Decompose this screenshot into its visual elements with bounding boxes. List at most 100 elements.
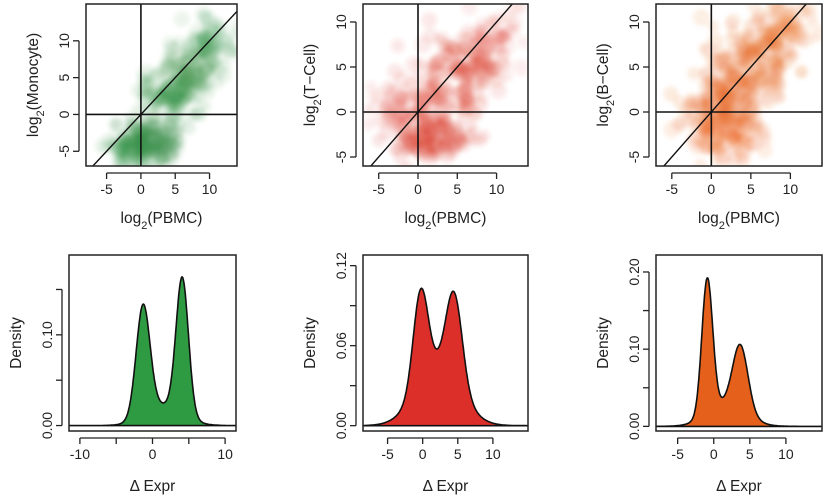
y-tick-label: -5 [333, 151, 349, 164]
density-blob [707, 20, 720, 33]
y-axis-label: log2(T−Cell) [302, 44, 324, 126]
density-blob [663, 121, 681, 139]
density-blob [707, 139, 722, 155]
x-tick-label: 5 [747, 181, 755, 197]
density-blob [775, 0, 790, 3]
density-blob [501, 70, 513, 82]
density-blob [722, 61, 736, 74]
density-blob [687, 67, 701, 81]
density-blob [741, 128, 756, 143]
density-blob [532, 40, 545, 53]
density-blob [170, 116, 187, 133]
y-axis-label: log2(B−Cell) [595, 43, 617, 126]
plot-frame [362, 254, 529, 432]
density-blob [443, 130, 457, 144]
x-tick-label: 10 [489, 181, 505, 197]
density-blob [489, 28, 505, 44]
density-curve [69, 276, 236, 427]
density-blob [472, 49, 490, 67]
density-blob [786, 18, 799, 30]
density-blob [740, 68, 758, 86]
density-blob [693, 158, 708, 166]
density-area [69, 276, 236, 427]
density-blob [414, 57, 427, 70]
density-blob [153, 158, 166, 166]
density-cloud [363, 4, 545, 166]
density-blob [166, 97, 179, 110]
x-tick-label: -5 [666, 181, 679, 197]
x-tick-label: 0 [149, 446, 157, 462]
density-blob [199, 100, 212, 112]
density-blob [771, 72, 784, 86]
density-blob [714, 149, 731, 166]
density-blob [458, 62, 470, 74]
density-blob [187, 64, 202, 79]
density-blob [108, 117, 122, 131]
x-tick-label: -5 [671, 446, 684, 462]
density-blob [693, 9, 711, 27]
density-blob [742, 30, 758, 46]
x-tick-label: 5 [453, 181, 461, 197]
identity-line [663, 4, 807, 166]
identity-line [92, 10, 237, 166]
density-blobs [663, 0, 822, 166]
y-axis-label: log2(Monocyte) [25, 33, 47, 137]
plot-frame [85, 3, 238, 167]
density-blob [422, 27, 439, 44]
scatter-panel-sc_mono: -5 0 5 10 -5 0 5 10 log2(PBMC) log2(Monocyte) [25, 3, 238, 232]
density-blob [754, 52, 771, 68]
density-blob [460, 91, 475, 106]
x-axis-label: log2(PBMC) [698, 210, 780, 232]
density-area [363, 287, 528, 427]
density-blob [774, 92, 786, 104]
x-axis-label: log2(PBMC) [121, 210, 203, 232]
density-blob [477, 129, 490, 143]
density-blob [372, 133, 386, 147]
y-tick-label: 10 [56, 33, 72, 49]
density-blob [475, 17, 488, 30]
y-tick-label: 0.06 [333, 332, 349, 359]
density-blob [759, 133, 772, 147]
density-blob [517, 35, 528, 49]
density-area [656, 277, 822, 428]
density-blob [438, 114, 451, 127]
density-panel-dn_bcell: -5 0 5 10 0.00 0.10 0.20 Δ Expr Density [595, 254, 823, 495]
x-tick-label: 0 [419, 446, 427, 462]
density-blob [725, 13, 742, 29]
density-blob [147, 81, 160, 94]
y-tick-label: 0.20 [626, 258, 642, 285]
y-tick-label: 5 [333, 63, 349, 71]
density-blob [226, 29, 237, 43]
density-blob [115, 169, 126, 180]
density-blob [726, 135, 743, 152]
density-blob [663, 86, 679, 102]
density-blob [428, 63, 444, 79]
y-tick-label: 10 [626, 14, 642, 30]
density-blob [417, 112, 430, 124]
density-blob [746, 112, 758, 124]
density-blob [404, 135, 417, 147]
density-blob [722, 114, 735, 127]
density-blob [178, 82, 194, 98]
density-blob [377, 101, 393, 116]
x-tick-label: 0 [707, 181, 715, 197]
density-blob [476, 32, 492, 48]
density-blob [421, 12, 437, 28]
y-tick-label: 0.12 [333, 252, 349, 279]
plot-frame [362, 3, 529, 167]
y-tick-label: 0.00 [626, 413, 642, 440]
y-tick-label: 5 [626, 63, 642, 71]
density-panel-dn_tcell: -5 0 5 10 0.00 0.06 0.12 Δ Expr Density [302, 252, 529, 495]
density-blob [461, 4, 478, 16]
x-tick-label: 10 [783, 181, 799, 197]
x-tick-label: -5 [100, 181, 113, 197]
y-axis-label: Density [8, 317, 25, 369]
x-tick-label: 10 [217, 446, 233, 462]
x-tick-label: 5 [454, 446, 462, 462]
density-blob [787, 47, 800, 61]
density-blob [162, 35, 177, 50]
x-tick-label: -5 [381, 446, 394, 462]
